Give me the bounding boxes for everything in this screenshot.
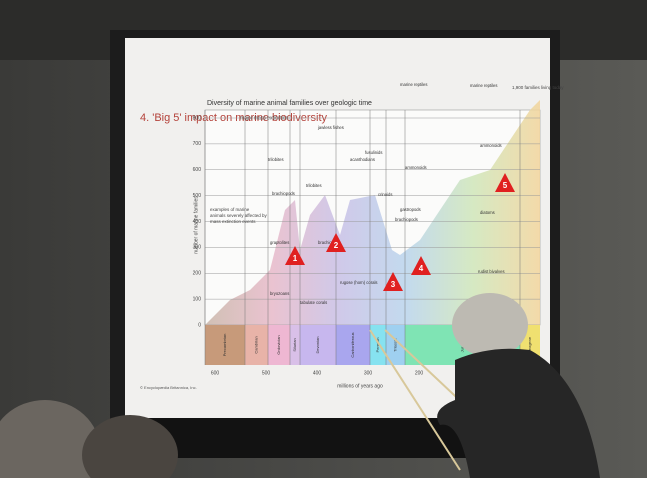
- y-tick-label: 600: [193, 167, 202, 173]
- x-axis-label: millions of years ago: [337, 383, 383, 389]
- x-tick-label: 200: [415, 370, 424, 376]
- period-label: Carboniferous: [350, 332, 355, 357]
- period-label: Cambrian: [254, 336, 259, 353]
- annotation: trilobites: [268, 157, 284, 162]
- y-tick-label: 0: [198, 322, 201, 328]
- y-tick-label: 500: [193, 193, 202, 199]
- corner-note: 1,900 families living today: [512, 85, 564, 90]
- marker-number: 5: [503, 181, 508, 190]
- annotation: trilobites: [306, 183, 322, 188]
- marker-number: 1: [293, 254, 298, 263]
- x-tick-label: 400: [313, 370, 322, 376]
- annotation: tabulate corals: [300, 300, 327, 305]
- y-tick-label: 400: [193, 219, 202, 225]
- photo: 4. 'Big 5' impact on marine biodiversity…: [0, 0, 647, 478]
- annotation: ammonoids: [405, 165, 427, 170]
- annotation: marine reptiles: [470, 83, 497, 88]
- annotation: ammonoids: [480, 143, 502, 148]
- annotation: jawless fishes: [317, 125, 344, 130]
- annotation: gastropods: [400, 207, 421, 212]
- chart-title: Diversity of marine animal families over…: [207, 100, 372, 107]
- legend-note: major mass extinction: [240, 115, 289, 121]
- presenter-hair: [452, 293, 528, 357]
- x-tick-label: 300: [364, 370, 373, 376]
- x-tick-label: 600: [211, 370, 220, 376]
- marker-number: 3: [391, 280, 396, 289]
- annotation: brachiopods: [272, 191, 295, 196]
- y-tick-label: 700: [193, 141, 202, 147]
- marker-number: 4: [419, 264, 424, 273]
- period-label: Silurian: [292, 338, 297, 351]
- y-tick-label: 300: [193, 245, 202, 251]
- annotation: brachiopods: [395, 217, 418, 222]
- credit: © Encyclopædia Britannica, Inc.: [140, 385, 197, 390]
- y-tick-label: 200: [193, 271, 202, 277]
- period-label: Ordovician: [276, 335, 281, 354]
- annotation: acanthodians: [350, 157, 375, 162]
- y-tick-label: 800: [193, 115, 202, 121]
- annotation: bryozoans: [270, 291, 289, 296]
- marker-number: 2: [334, 241, 339, 250]
- annotation: graptolites: [270, 240, 289, 245]
- annotation: rudist bivalves: [478, 269, 505, 274]
- annotation: diatoms: [480, 210, 495, 215]
- annotation: marine reptiles: [400, 82, 427, 87]
- y-tick-label: 100: [193, 296, 202, 302]
- x-tick-label: 500: [262, 370, 271, 376]
- period-label: Precambrian: [222, 334, 227, 357]
- annotation: rugose (horn) corals: [340, 280, 377, 285]
- period-label: Devonian: [315, 337, 320, 354]
- annotation: crinoids: [378, 192, 392, 197]
- annotation: fusulinids: [365, 150, 382, 155]
